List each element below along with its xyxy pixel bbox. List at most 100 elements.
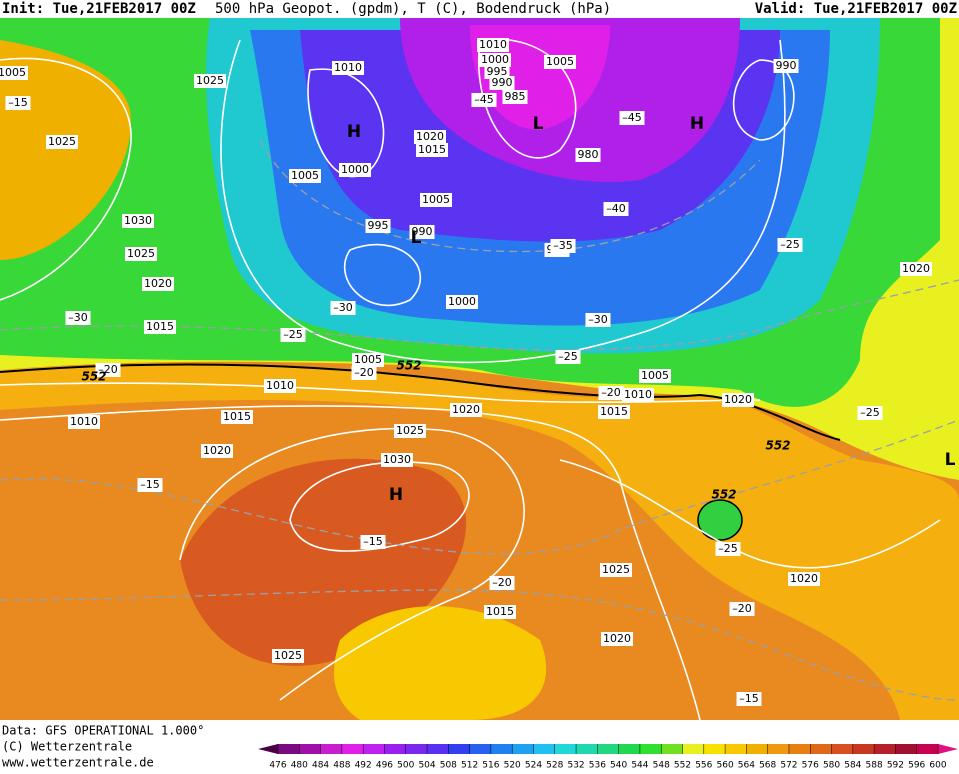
colorbar-box (490, 744, 513, 754)
label-box (409, 225, 435, 239)
colorbar-box (341, 744, 364, 754)
label-box (484, 605, 516, 619)
label-box (122, 214, 154, 228)
map-label: 1020 (144, 277, 172, 290)
colorbar-label: 568 (759, 761, 776, 771)
map-label: 1000 (481, 53, 509, 66)
label-box (601, 632, 633, 646)
colorbar-label: 576 (802, 761, 819, 771)
map-label: –15 (140, 478, 160, 491)
colorbar-label: 524 (525, 761, 542, 771)
colorbar-label: 572 (780, 761, 797, 771)
colorbar-label: 484 (312, 761, 329, 771)
colorbar: 476 480 484 488 492 496 500 504 508 512 516 520 524 5… (258, 744, 958, 771)
header-bar (0, 0, 959, 18)
pressure-center: H (389, 485, 403, 505)
colorbar-box (554, 744, 577, 754)
map-label: –20 (98, 363, 118, 376)
colorbar-label: 528 (546, 761, 563, 771)
isobar (559, 459, 941, 569)
pressure-center: L (411, 228, 422, 248)
map-label: 1000 (341, 163, 369, 176)
map-label: 1015 (146, 320, 174, 333)
label-box (619, 111, 645, 125)
field-yellow-south (334, 606, 547, 720)
colorbar-box (874, 744, 896, 754)
isobar (220, 39, 786, 364)
map-label: –30 (68, 311, 88, 324)
colorbar-label: 552 (674, 761, 691, 771)
label-box (330, 301, 356, 315)
label-box (381, 453, 413, 467)
colorbar-label: 544 (631, 761, 648, 771)
height-label: 552 (765, 439, 790, 453)
map-label: 1015 (600, 405, 628, 418)
colorbar-label: 548 (653, 761, 670, 771)
label-box (414, 130, 446, 144)
label-box (900, 262, 932, 276)
label-box (502, 90, 528, 104)
map-label: 1005 (546, 55, 574, 68)
colorbar-box (469, 744, 492, 754)
colorbar-label: 516 (482, 761, 499, 771)
colorbar-box (682, 744, 705, 754)
map-label: 1005 (641, 369, 669, 382)
label-box (144, 320, 176, 334)
label-box (484, 65, 510, 79)
colorbar-label: 496 (376, 761, 393, 771)
label-box (622, 388, 654, 402)
label-box (603, 202, 629, 216)
isobar (179, 427, 525, 701)
label-box (65, 311, 91, 325)
map-label: 1010 (334, 61, 362, 74)
map-label: 1025 (48, 135, 76, 148)
label-box (722, 393, 754, 407)
colorbar-label: 540 (610, 761, 627, 771)
map-label: 990 (492, 76, 513, 89)
isotherm (0, 589, 959, 701)
label-box (46, 135, 78, 149)
map-label: 1015 (223, 410, 251, 423)
label-box (446, 295, 478, 309)
isobar (477, 38, 577, 159)
map-label: 990 (776, 59, 797, 72)
map-label: 1020 (724, 393, 752, 406)
label-box (5, 96, 31, 110)
isotherm (0, 419, 959, 555)
colorbar-label: 532 (567, 761, 584, 771)
map-label: 1015 (486, 605, 514, 618)
map-label: 995 (368, 219, 389, 232)
colorbar-box (427, 744, 449, 754)
label-box (777, 238, 803, 252)
label-box (598, 405, 630, 419)
colorbar-box (788, 744, 811, 754)
label-box (394, 424, 426, 438)
label-box (360, 535, 386, 549)
label-box (125, 247, 157, 261)
colorbar-box (278, 744, 300, 754)
label-box (489, 76, 515, 90)
map-label: –20 (732, 602, 752, 615)
data-source: Data: GFS OPERATIONAL 1.000° (2, 724, 204, 738)
map-label: 1015 (418, 143, 446, 156)
label-box (555, 350, 581, 364)
colorbar-end (258, 744, 278, 754)
field-amber-west (0, 40, 131, 260)
colorbar-label: 596 (908, 761, 925, 771)
colorbar-box (725, 744, 747, 754)
map-label: –15 (8, 96, 28, 109)
colorbar-label: 600 (929, 761, 946, 771)
isobar (732, 59, 795, 141)
map-label: 985 (505, 90, 526, 103)
label-box (201, 444, 233, 458)
map-label: 1020 (902, 262, 930, 275)
map-label: –15 (363, 535, 383, 548)
map-label: 1020 (203, 444, 231, 457)
label-box (598, 386, 624, 400)
colorbar-box (810, 744, 833, 754)
colorbar-box (512, 744, 534, 754)
isobar (289, 461, 470, 552)
label-box (280, 328, 306, 342)
init-time: Init: Tue,21FEB2017 00Z (2, 1, 196, 17)
